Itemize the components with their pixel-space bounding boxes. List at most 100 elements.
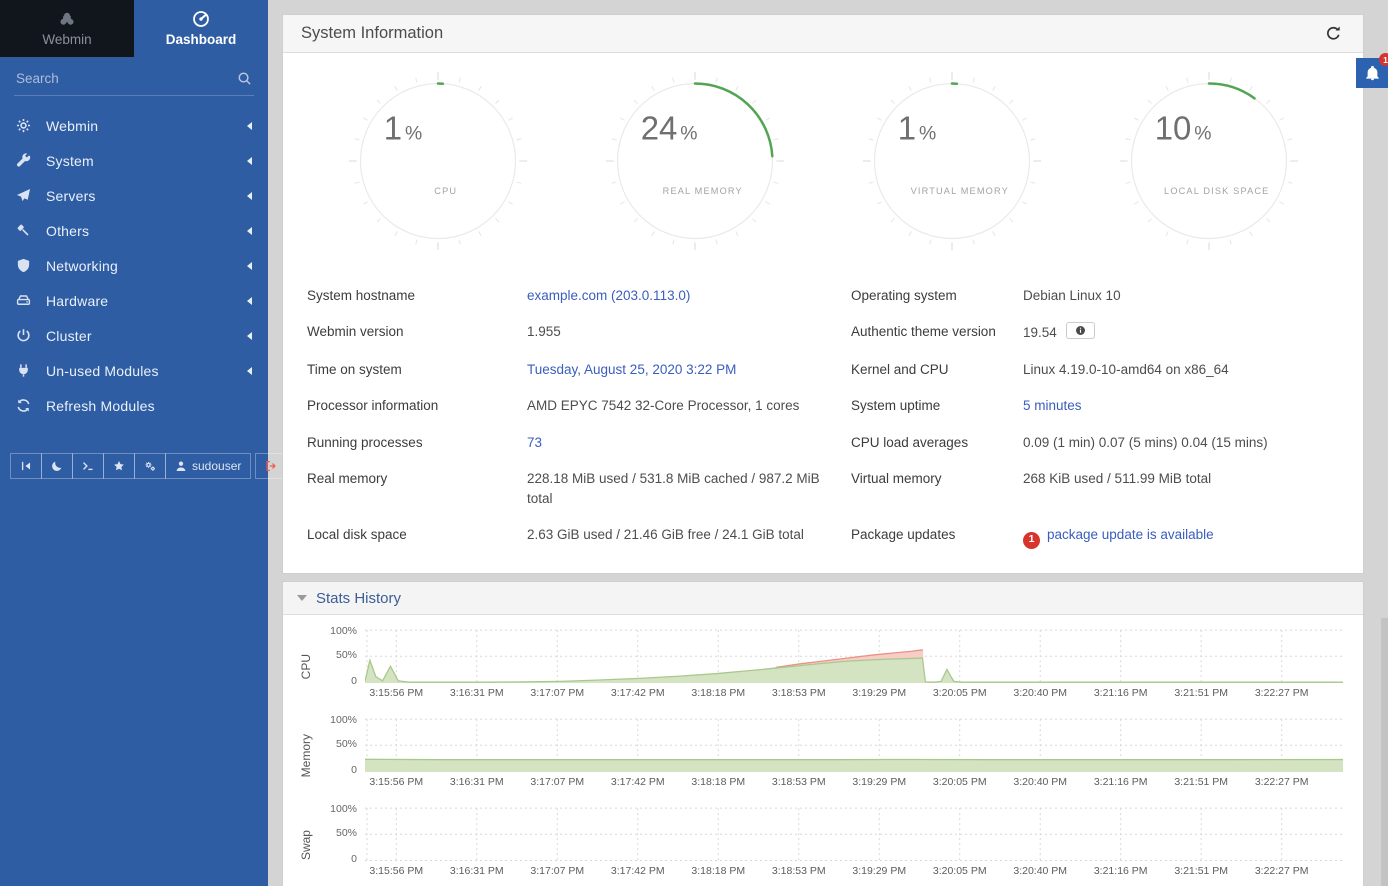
system-info-table: System hostname example.com (203.0.113.0)… <box>307 277 1339 557</box>
collapse-icon <box>20 460 32 472</box>
moon-icon <box>51 460 63 472</box>
x-axis-label: 3:18:53 PM <box>772 687 826 699</box>
x-axis-label: 3:17:07 PM <box>530 687 584 699</box>
sidebar-item-webmin[interactable]: Webmin <box>0 108 268 143</box>
info-value-real-memory: 228.18 MiB used / 531.8 MiB cached / 987… <box>527 461 843 517</box>
refresh-icon <box>16 398 31 413</box>
chart-x-ticks: 3:15:56 PM3:16:31 PM3:17:07 PM3:17:42 PM… <box>365 776 1343 794</box>
x-axis-label: 3:18:18 PM <box>691 687 745 699</box>
x-axis-label: 3:17:42 PM <box>611 687 665 699</box>
info-label-real-memory: Real memory <box>307 461 519 498</box>
search-row <box>14 57 254 96</box>
info-value-cpu-load-averages: 0.09 (1 min) 0.07 (5 mins) 0.04 (15 mins… <box>1023 424 1339 461</box>
theme-info-button[interactable] <box>1066 322 1095 339</box>
sidebar-item-un-used-modules[interactable]: Un-used Modules <box>0 353 268 388</box>
stats-history-panel: Stats History CPU100%50%03:15:56 PM3:16:… <box>282 581 1364 886</box>
info-value-text[interactable]: package update is available <box>1047 527 1214 542</box>
wrench-icon <box>16 152 33 169</box>
info-value-system-hostname[interactable]: example.com (203.0.113.0) <box>527 277 843 314</box>
x-axis-label: 3:19:29 PM <box>852 687 906 699</box>
caret-left-icon <box>247 262 252 270</box>
info-value-authentic-theme-version: 19.54 <box>1023 314 1339 352</box>
info-value-text: 2.63 GiB used / 21.46 GiB free / 24.1 Gi… <box>527 527 804 542</box>
main-content: System Information 1%CPU24%REAL MEMORY1%… <box>268 0 1388 886</box>
sidebar-item-hardware[interactable]: Hardware <box>0 283 268 318</box>
favorites-button[interactable] <box>103 453 135 479</box>
gauge-value: 1% <box>897 110 935 147</box>
page-title: System Information <box>301 24 443 43</box>
info-value-text: Linux 4.19.0-10-amd64 on x86_64 <box>1023 362 1229 377</box>
theme-settings-button[interactable] <box>134 453 166 479</box>
terminal-icon <box>82 460 94 472</box>
notifications-tab[interactable]: 1 <box>1356 58 1388 88</box>
caret-left-icon <box>247 332 252 340</box>
sidebar: Webmin Dashboard WebminSystemServersOthe… <box>0 0 268 886</box>
user-button[interactable]: sudouser <box>165 453 251 479</box>
night-mode-button[interactable] <box>41 453 73 479</box>
info-value-text: 268 KiB used / 511.99 MiB total <box>1023 471 1211 486</box>
info-value-text: 1.955 <box>527 324 561 339</box>
gauge-label: LOCAL DISK SPACE <box>1164 186 1269 196</box>
sidebar-item-cluster[interactable]: Cluster <box>0 318 268 353</box>
info-value-time-on-system[interactable]: Tuesday, August 25, 2020 3:22 PM <box>527 351 843 388</box>
x-axis-label: 3:22:27 PM <box>1255 865 1309 877</box>
refresh-button[interactable] <box>1325 24 1345 44</box>
scrollbar-thumb[interactable] <box>1381 618 1388 886</box>
x-axis-label: 3:21:51 PM <box>1174 687 1228 699</box>
info-value-running-processes[interactable]: 73 <box>527 424 843 461</box>
collapse-caret-icon <box>297 595 307 601</box>
info-label-system-hostname: System hostname <box>307 277 519 314</box>
x-axis-label: 3:18:53 PM <box>772 865 826 877</box>
info-label-kernel-and-cpu: Kernel and CPU <box>851 351 1015 388</box>
x-axis-label: 3:15:56 PM <box>369 776 423 788</box>
refresh-icon <box>16 397 33 414</box>
info-value-package-updates[interactable]: 1package update is available <box>1023 517 1339 557</box>
info-value-text[interactable]: 5 minutes <box>1023 398 1082 413</box>
x-axis-label: 3:15:56 PM <box>369 687 423 699</box>
gauge-local-disk-space: 10%LOCAL DISK SPACE <box>1080 69 1337 255</box>
sidebar-item-networking[interactable]: Networking <box>0 248 268 283</box>
sidebar-item-others[interactable]: Others <box>0 213 268 248</box>
gauges-row: 1%CPU24%REAL MEMORY1%VIRTUAL MEMORY10%LO… <box>283 53 1363 255</box>
system-information-header: System Information <box>283 15 1363 53</box>
tab-dashboard[interactable]: Dashboard <box>134 0 268 57</box>
info-value-text[interactable]: 73 <box>527 435 542 450</box>
paper-plane-icon <box>16 187 33 204</box>
chart-plot: 3:15:56 PM3:16:31 PM3:17:07 PM3:17:42 PM… <box>365 807 1343 883</box>
terminal-button[interactable] <box>72 453 104 479</box>
sidebar-item-servers[interactable]: Servers <box>0 178 268 213</box>
tab-webmin[interactable]: Webmin <box>0 0 134 57</box>
info-label-running-processes: Running processes <box>307 424 519 461</box>
refresh-icon <box>1325 25 1342 42</box>
sidebar-item-refresh-modules[interactable]: Refresh Modules <box>0 388 268 423</box>
x-axis-label: 3:22:27 PM <box>1255 687 1309 699</box>
power-icon <box>16 328 31 343</box>
info-value-virtual-memory: 268 KiB used / 511.99 MiB total <box>1023 461 1339 498</box>
sidebar-item-label: Networking <box>46 258 247 274</box>
chart-svg <box>365 807 1343 861</box>
sidebar-item-label: Hardware <box>46 293 247 309</box>
chart-y-axis-title: Swap <box>293 807 319 883</box>
info-value-text: 0.09 (1 min) 0.07 (5 mins) 0.04 (15 mins… <box>1023 435 1268 450</box>
collapse-sidebar-button[interactable] <box>10 453 42 479</box>
info-value-text[interactable]: Tuesday, August 25, 2020 3:22 PM <box>527 362 736 377</box>
y-tick-100: 100% <box>330 714 357 726</box>
search-input[interactable] <box>16 71 237 86</box>
x-axis-label: 3:19:29 PM <box>852 865 906 877</box>
x-axis-label: 3:17:07 PM <box>530 865 584 877</box>
info-value-system-uptime[interactable]: 5 minutes <box>1023 388 1339 425</box>
gauge-dial: 1%VIRTUAL MEMORY <box>852 69 1052 255</box>
y-tick-0: 0 <box>351 764 357 776</box>
info-label-authentic-theme-version: Authentic theme version <box>851 314 1015 351</box>
hdd-icon <box>16 293 31 308</box>
chart-svg <box>365 629 1343 683</box>
gear-icon <box>16 117 33 134</box>
chart-cpu: CPU100%50%03:15:56 PM3:16:31 PM3:17:07 P… <box>293 629 1343 705</box>
user-icon <box>175 460 187 472</box>
info-value-text[interactable]: example.com (203.0.113.0) <box>527 288 690 303</box>
sidebar-item-system[interactable]: System <box>0 143 268 178</box>
sidebar-item-label: Refresh Modules <box>46 398 252 414</box>
x-axis-label: 3:19:29 PM <box>852 776 906 788</box>
stats-history-header[interactable]: Stats History <box>283 582 1363 615</box>
sidebar-item-label: Servers <box>46 188 247 204</box>
